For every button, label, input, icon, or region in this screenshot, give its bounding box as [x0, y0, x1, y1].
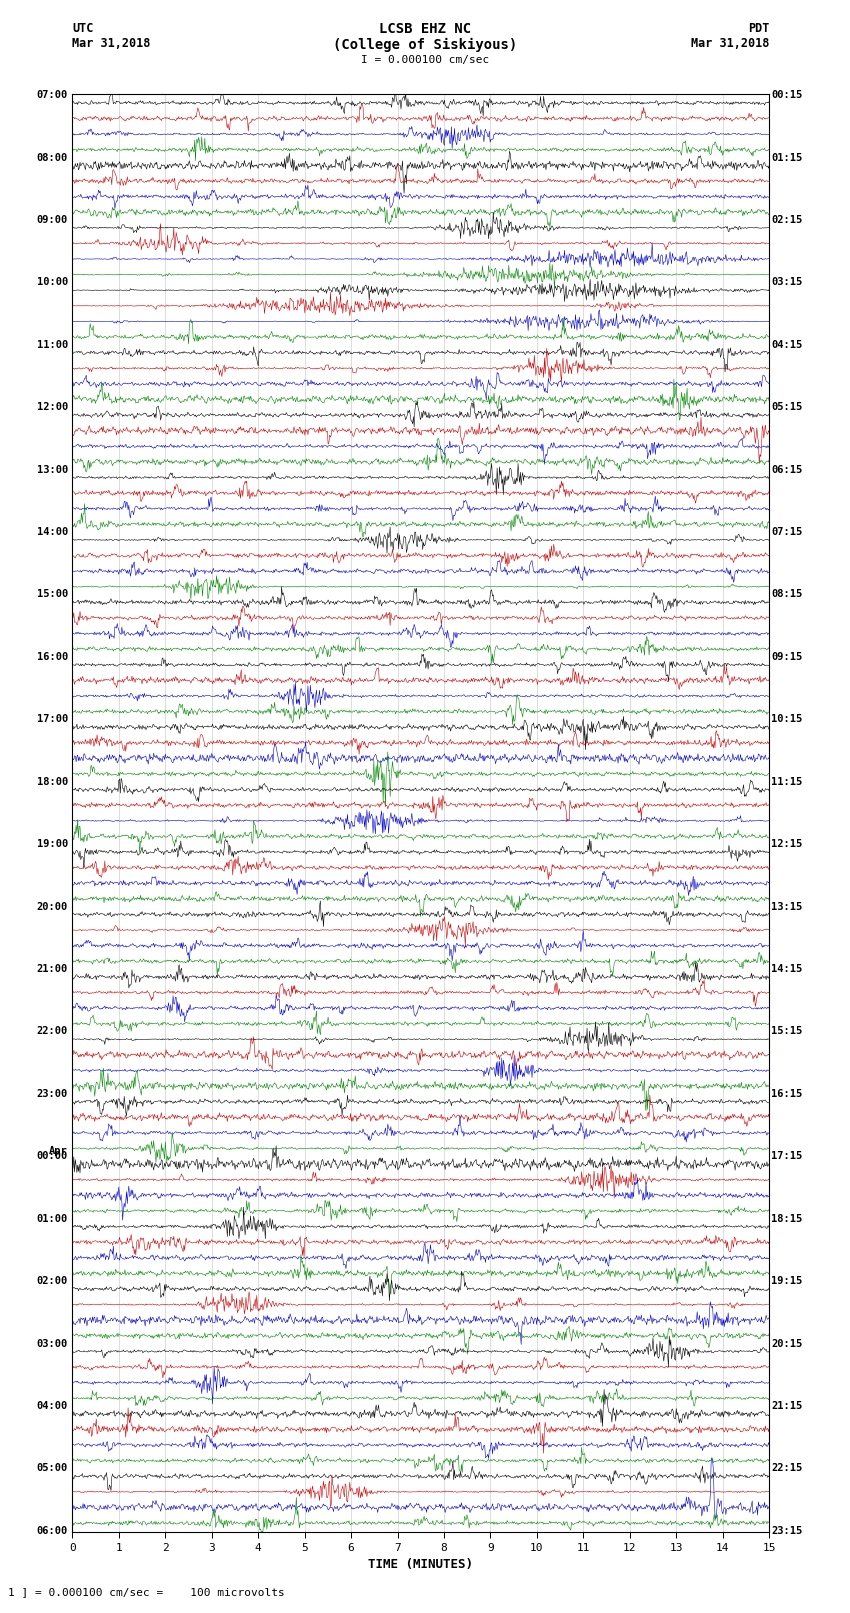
Text: 08:15: 08:15	[771, 589, 802, 600]
Text: 07:00: 07:00	[37, 90, 68, 100]
Text: Apr: Apr	[49, 1145, 68, 1157]
Text: 16:00: 16:00	[37, 652, 68, 661]
Text: Mar 31,2018: Mar 31,2018	[691, 37, 769, 50]
Text: 06:15: 06:15	[771, 465, 802, 474]
Text: 10:15: 10:15	[771, 715, 802, 724]
Text: 23:00: 23:00	[37, 1089, 68, 1098]
Text: 18:15: 18:15	[771, 1213, 802, 1224]
Text: 02:00: 02:00	[37, 1276, 68, 1286]
Text: 00:15: 00:15	[771, 90, 802, 100]
Text: 21:00: 21:00	[37, 965, 68, 974]
Text: 16:15: 16:15	[771, 1089, 802, 1098]
Text: 03:15: 03:15	[771, 277, 802, 287]
Text: 19:00: 19:00	[37, 839, 68, 848]
Text: 17:00: 17:00	[37, 715, 68, 724]
Text: 13:15: 13:15	[771, 902, 802, 911]
Text: 06:00: 06:00	[37, 1526, 68, 1536]
Text: 01:00: 01:00	[37, 1213, 68, 1224]
Text: 21:15: 21:15	[771, 1402, 802, 1411]
Text: 20:15: 20:15	[771, 1339, 802, 1348]
Text: 11:00: 11:00	[37, 340, 68, 350]
Text: 09:00: 09:00	[37, 215, 68, 224]
Text: I = 0.000100 cm/sec: I = 0.000100 cm/sec	[361, 55, 489, 65]
Text: 03:00: 03:00	[37, 1339, 68, 1348]
Text: 04:15: 04:15	[771, 340, 802, 350]
Text: 20:00: 20:00	[37, 902, 68, 911]
Text: 00:00: 00:00	[37, 1152, 68, 1161]
Text: 05:15: 05:15	[771, 402, 802, 413]
Text: 12:15: 12:15	[771, 839, 802, 848]
Text: 23:15: 23:15	[771, 1526, 802, 1536]
Text: 02:15: 02:15	[771, 215, 802, 224]
Text: 14:00: 14:00	[37, 527, 68, 537]
Text: 17:15: 17:15	[771, 1152, 802, 1161]
Text: 09:15: 09:15	[771, 652, 802, 661]
Text: 11:15: 11:15	[771, 777, 802, 787]
Text: Mar 31,2018: Mar 31,2018	[72, 37, 150, 50]
Text: 07:15: 07:15	[771, 527, 802, 537]
Text: UTC: UTC	[72, 21, 94, 35]
Text: 12:00: 12:00	[37, 402, 68, 413]
Text: 08:00: 08:00	[37, 153, 68, 163]
Text: 10:00: 10:00	[37, 277, 68, 287]
Text: 13:00: 13:00	[37, 465, 68, 474]
Text: (College of Siskiyous): (College of Siskiyous)	[333, 37, 517, 52]
Text: 22:15: 22:15	[771, 1463, 802, 1473]
Text: 15:00: 15:00	[37, 589, 68, 600]
Text: 04:00: 04:00	[37, 1402, 68, 1411]
Text: 18:00: 18:00	[37, 777, 68, 787]
Text: 15:15: 15:15	[771, 1026, 802, 1037]
Text: PDT: PDT	[748, 21, 769, 35]
Text: 01:15: 01:15	[771, 153, 802, 163]
Text: 22:00: 22:00	[37, 1026, 68, 1037]
Text: 19:15: 19:15	[771, 1276, 802, 1286]
Text: 14:15: 14:15	[771, 965, 802, 974]
Text: LCSB EHZ NC: LCSB EHZ NC	[379, 23, 471, 37]
Text: 1 ] = 0.000100 cm/sec =    100 microvolts: 1 ] = 0.000100 cm/sec = 100 microvolts	[8, 1587, 286, 1597]
X-axis label: TIME (MINUTES): TIME (MINUTES)	[368, 1558, 473, 1571]
Text: 05:00: 05:00	[37, 1463, 68, 1473]
